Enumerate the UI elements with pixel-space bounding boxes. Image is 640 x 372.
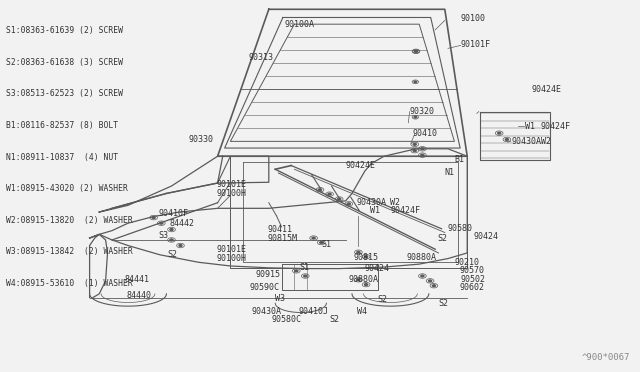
Circle shape [414, 81, 417, 83]
Text: 90915: 90915 [256, 270, 281, 279]
Circle shape [170, 229, 173, 230]
Text: 90880A: 90880A [406, 253, 436, 262]
Circle shape [421, 154, 424, 156]
Text: 90100H: 90100H [216, 254, 246, 263]
Circle shape [413, 150, 416, 151]
Text: W4: W4 [357, 307, 367, 316]
Text: 90502: 90502 [461, 275, 486, 283]
Text: 90100: 90100 [461, 14, 486, 23]
Text: ^900*0067: ^900*0067 [582, 353, 630, 362]
Text: S1: S1 [321, 240, 332, 249]
Circle shape [413, 144, 416, 145]
Circle shape [365, 256, 367, 257]
Text: N1:08911-10837  (4) NUT: N1:08911-10837 (4) NUT [6, 153, 118, 161]
Text: 90590C: 90590C [250, 283, 280, 292]
Text: B1:08116-82537 (8) BOLT: B1:08116-82537 (8) BOLT [6, 121, 118, 130]
Circle shape [348, 203, 350, 205]
Text: 90101E: 90101E [216, 180, 246, 189]
Circle shape [506, 139, 508, 140]
Circle shape [357, 279, 360, 280]
Text: 90580C: 90580C [272, 315, 302, 324]
Text: W1: W1 [525, 122, 535, 131]
Circle shape [421, 275, 424, 277]
Circle shape [312, 237, 315, 239]
Text: W1: W1 [370, 206, 380, 215]
Text: S3: S3 [159, 231, 169, 240]
Circle shape [357, 251, 360, 253]
Text: 90424E: 90424E [346, 161, 376, 170]
Circle shape [304, 275, 307, 277]
Text: 90410: 90410 [413, 129, 438, 138]
Text: S2: S2 [437, 234, 447, 243]
Text: S2:08363-61638 (3) SCREW: S2:08363-61638 (3) SCREW [6, 58, 124, 67]
Text: 84441: 84441 [125, 275, 150, 284]
Text: S2: S2 [168, 250, 178, 259]
Text: S2: S2 [378, 295, 388, 304]
Circle shape [179, 245, 182, 246]
Text: W1:08915-43020 (2) WASHER: W1:08915-43020 (2) WASHER [6, 184, 128, 193]
Circle shape [160, 222, 163, 224]
Text: 90424: 90424 [365, 264, 390, 273]
Text: B1: B1 [454, 155, 465, 164]
Circle shape [414, 116, 417, 118]
Text: 90430A: 90430A [252, 307, 282, 316]
Text: 90424: 90424 [474, 232, 499, 241]
Text: S3:08513-62523 (2) SCREW: S3:08513-62523 (2) SCREW [6, 89, 124, 98]
Text: 90430A: 90430A [512, 137, 542, 146]
Text: 90330: 90330 [189, 135, 214, 144]
Text: 90424E: 90424E [531, 85, 561, 94]
Text: 90411: 90411 [268, 225, 292, 234]
Text: 90602: 90602 [460, 283, 484, 292]
Text: W3:08915-13842  (2) WASHER: W3:08915-13842 (2) WASHER [6, 247, 133, 256]
Text: W2: W2 [390, 198, 401, 207]
Text: 90424F: 90424F [541, 122, 571, 131]
Circle shape [421, 148, 424, 150]
Text: 90424F: 90424F [390, 206, 420, 215]
Text: 90100H: 90100H [216, 189, 246, 198]
Text: 90410F: 90410F [159, 209, 189, 218]
Text: 90815: 90815 [353, 253, 378, 262]
Circle shape [433, 285, 435, 286]
Text: S1: S1 [300, 263, 310, 272]
Text: S1:08363-61639 (2) SCREW: S1:08363-61639 (2) SCREW [6, 26, 124, 35]
Text: 90100A: 90100A [285, 20, 315, 29]
Text: 90210: 90210 [454, 258, 479, 267]
Text: S2: S2 [438, 299, 449, 308]
Text: W2: W2 [541, 137, 551, 146]
Circle shape [152, 217, 155, 218]
Text: 84442: 84442 [170, 219, 195, 228]
Text: 84440: 84440 [127, 291, 152, 300]
Text: 90101F: 90101F [461, 40, 491, 49]
Circle shape [170, 239, 173, 241]
Text: W3: W3 [275, 294, 285, 303]
Text: 90313: 90313 [248, 53, 273, 62]
Text: 90410J: 90410J [299, 307, 329, 316]
Circle shape [415, 51, 417, 52]
Text: W2:08915-13820  (2) WASHER: W2:08915-13820 (2) WASHER [6, 216, 133, 225]
Text: 90570: 90570 [460, 266, 484, 275]
Circle shape [415, 51, 417, 52]
Text: N1: N1 [445, 169, 455, 177]
Circle shape [338, 198, 340, 200]
Circle shape [429, 280, 431, 282]
Circle shape [498, 132, 500, 134]
Text: 90320: 90320 [410, 107, 435, 116]
Text: 90580: 90580 [448, 224, 473, 233]
Circle shape [295, 270, 298, 272]
Text: 90430A: 90430A [356, 198, 387, 207]
Text: 90101E: 90101E [216, 246, 246, 254]
Text: 90880A: 90880A [349, 275, 379, 283]
Circle shape [365, 284, 367, 285]
Circle shape [328, 193, 331, 195]
Text: 90815M: 90815M [268, 234, 298, 243]
Text: W4:08915-53610  (1) WASHER: W4:08915-53610 (1) WASHER [6, 279, 133, 288]
Circle shape [320, 242, 323, 243]
Circle shape [319, 189, 321, 190]
Text: S2: S2 [330, 315, 340, 324]
